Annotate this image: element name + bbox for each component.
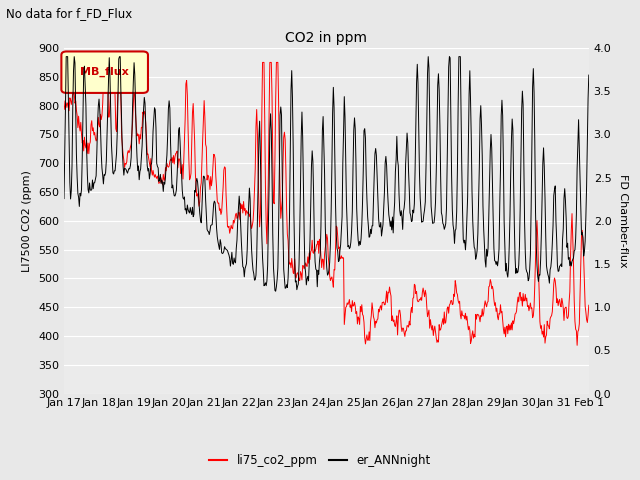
Y-axis label: FD Chamber-flux: FD Chamber-flux [618,174,628,268]
Y-axis label: LI7500 CO2 (ppm): LI7500 CO2 (ppm) [22,170,33,272]
Title: CO2 in ppm: CO2 in ppm [285,32,367,46]
Legend: li75_co2_ppm, er_ANNnight: li75_co2_ppm, er_ANNnight [205,449,435,472]
Text: No data for f_FD_Flux: No data for f_FD_Flux [6,7,132,20]
Text: MB_flux: MB_flux [80,66,129,77]
FancyBboxPatch shape [61,51,148,93]
